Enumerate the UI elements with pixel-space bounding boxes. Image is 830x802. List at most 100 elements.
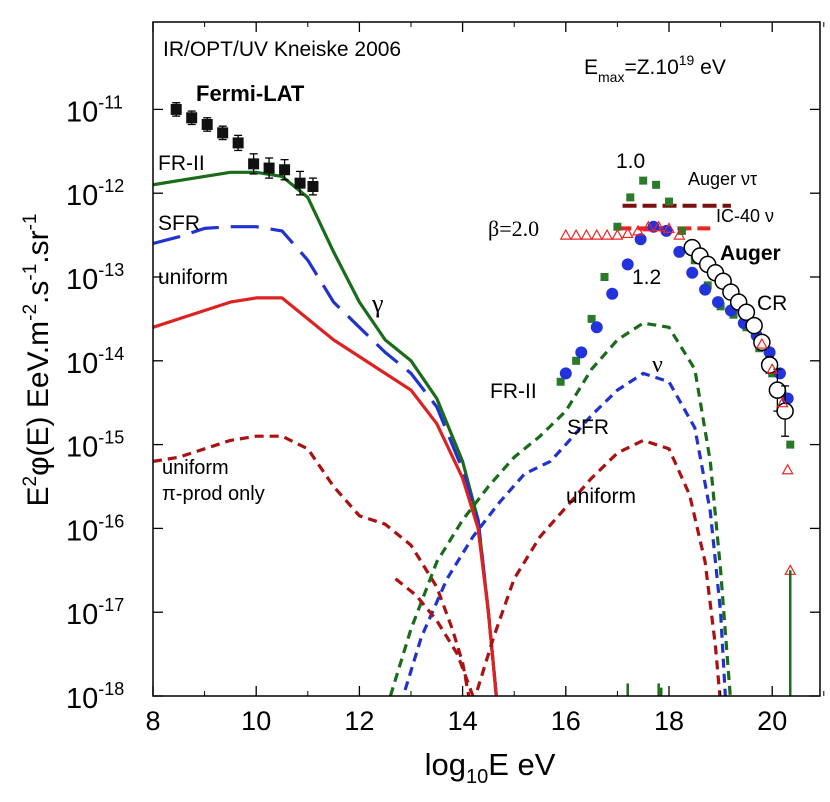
data-point — [294, 177, 306, 189]
series-line — [394, 577, 475, 696]
data-point — [621, 227, 634, 239]
data-point — [652, 180, 661, 189]
data-point — [766, 362, 779, 374]
x-axis-label: log10E eV — [425, 747, 556, 788]
uniform-nu-label: uniform — [566, 485, 636, 508]
data-point — [248, 158, 260, 170]
data-point — [613, 222, 622, 231]
data-point — [590, 228, 603, 240]
data-point — [170, 103, 182, 115]
data-point — [556, 377, 565, 386]
data-point — [307, 180, 319, 192]
x-tick-label: 12 — [344, 706, 374, 736]
fr2-gamma-label: FR-II — [158, 152, 205, 175]
ebl-model-label: IR/OPT/UV Kneiske 2006 — [163, 38, 401, 61]
x-tick-label: 8 — [145, 706, 160, 736]
data-point — [673, 245, 686, 258]
y-tick-label: 10-13 — [66, 260, 124, 296]
fermi-lat-label: Fermi-LAT — [196, 81, 305, 106]
ic40-label: IC-40 ν — [716, 206, 774, 226]
series-line — [388, 321, 732, 696]
data-point — [642, 220, 655, 232]
uniform-gamma-label: uniform — [158, 266, 228, 289]
data-point — [632, 224, 645, 236]
data-point — [559, 228, 572, 240]
data-point — [575, 346, 588, 359]
y-tick-label: 10-17 — [66, 595, 124, 631]
data-point — [776, 396, 789, 408]
data-point — [660, 224, 673, 237]
data-point — [186, 112, 198, 124]
data-point — [647, 220, 660, 233]
data-point — [673, 228, 686, 240]
x-tick-label: 20 — [757, 706, 787, 736]
series-line — [153, 434, 471, 696]
y-tick-label: 10-14 — [66, 344, 124, 380]
x-tick-label: 18 — [654, 706, 684, 736]
sfr-gamma-label: SFR — [158, 212, 200, 235]
data-point — [737, 303, 756, 321]
auger-nutau-label: Auger ντ — [688, 169, 757, 189]
data-point — [559, 367, 572, 380]
auger-label: Auger — [720, 242, 781, 265]
data-point — [626, 193, 635, 202]
y-tick-label: 10-15 — [66, 428, 124, 464]
value-1-2-label: 1.2 — [632, 266, 661, 289]
x-tick-label: 10 — [241, 706, 271, 736]
plot-frame — [152, 21, 821, 697]
x-tick-label: 14 — [448, 706, 478, 736]
curve-layer — [153, 170, 732, 696]
series-line — [401, 371, 727, 696]
data-point — [677, 226, 686, 235]
data-point — [232, 137, 244, 149]
uniform-pi-label: uniform — [162, 457, 229, 479]
y-tick-label: 10-18 — [66, 679, 124, 715]
data-point — [600, 273, 609, 281]
data-point — [217, 127, 229, 139]
data-point — [590, 321, 603, 334]
data-point — [786, 440, 795, 449]
beta-label: β=2.0 — [488, 216, 539, 241]
y-tick-label: 10-11 — [66, 92, 123, 128]
data-point — [263, 162, 275, 174]
data-point — [606, 287, 619, 300]
limit-layer — [617, 203, 731, 231]
data-point — [587, 314, 596, 323]
data-point — [712, 296, 725, 309]
data-point — [686, 266, 699, 279]
series-line — [153, 296, 498, 696]
fr2-nu-label: FR-II — [490, 380, 537, 403]
data-point — [201, 118, 213, 130]
data-point — [768, 381, 787, 399]
data-point — [652, 220, 665, 232]
cr-label: CR — [757, 292, 787, 315]
data-point — [621, 258, 634, 271]
series-line — [153, 225, 498, 696]
pi-prod-label: π-prod only — [162, 483, 265, 505]
data-point — [662, 222, 676, 233]
data-point — [665, 197, 673, 206]
x-tick-label: 16 — [551, 706, 581, 736]
data-point — [699, 283, 712, 296]
data-point — [639, 176, 648, 185]
gamma-symbol-label: γ — [371, 289, 384, 318]
series-line — [473, 438, 722, 696]
data-point — [776, 402, 794, 420]
nu-symbol-label: ν — [652, 352, 663, 378]
sfr-nu-label: SFR — [567, 416, 609, 439]
data-point — [611, 228, 624, 240]
axis-ticks: 8 10 12 14 16 18 20 10-11 10-12 10-13 10-14 10-15 10… — [66, 22, 825, 736]
y-tick-label: 10-12 — [66, 176, 124, 212]
y-tick-label: 10-16 — [66, 511, 124, 547]
data-point — [781, 463, 794, 475]
marker-layer — [170, 102, 797, 696]
data-point — [601, 228, 614, 240]
data-point — [634, 233, 647, 246]
value-1-0-label: 1.0 — [616, 150, 645, 173]
data-point — [755, 337, 768, 349]
data-point — [745, 316, 763, 335]
y-axis-label: E2φ(E) EeV.m-2.s-1.sr-1 — [20, 213, 55, 506]
data-point — [580, 228, 593, 240]
data-point — [572, 356, 581, 365]
